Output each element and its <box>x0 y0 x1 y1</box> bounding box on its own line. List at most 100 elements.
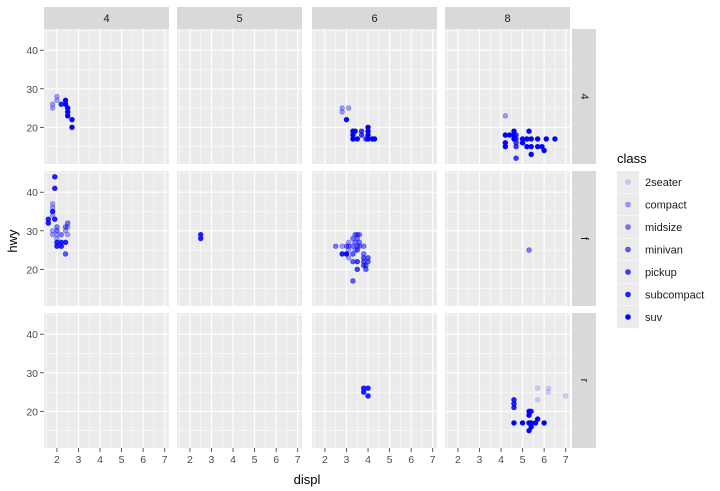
x-tick-label: 2 <box>187 454 193 466</box>
legend-key-point <box>625 269 631 275</box>
y-tick-label: 40 <box>26 187 38 199</box>
data-point-minivan <box>363 266 369 273</box>
data-point-suv <box>69 124 75 131</box>
legend-item-label: pickup <box>645 267 677 279</box>
data-point-midsize <box>356 239 363 246</box>
data-point-midsize <box>65 220 71 226</box>
panel-grid <box>44 29 169 164</box>
y-tick-label: 20 <box>26 122 38 134</box>
data-point-subcompact <box>365 385 371 391</box>
data-point-subcompact <box>365 393 371 399</box>
panel-background-r-8 <box>445 313 570 448</box>
data-point-minivan <box>62 251 69 257</box>
legend-title: class <box>617 151 647 166</box>
data-point-suv <box>354 136 360 142</box>
x-tick-label: 4 <box>97 454 103 466</box>
data-point-pickup <box>358 132 365 138</box>
facet-col-label: 8 <box>504 13 510 25</box>
legend-item-label: 2seater <box>645 177 682 189</box>
facet-strip-row-r <box>572 313 596 448</box>
data-point-midsize <box>356 231 363 238</box>
panel-background-f-8 <box>445 171 570 306</box>
data-point-compact <box>62 228 69 234</box>
y-tick-label: 30 <box>26 368 38 380</box>
x-tick-label: 2 <box>322 454 328 466</box>
panel-grid <box>177 171 302 306</box>
data-point-subcompact <box>361 389 367 395</box>
data-point-compact <box>49 231 56 238</box>
facet-col-label: 6 <box>371 13 377 25</box>
x-tick-label: 2 <box>54 454 60 466</box>
data-point-compact <box>339 109 345 115</box>
data-point-suv <box>528 424 534 430</box>
panel-background-4-4 <box>44 29 169 164</box>
data-point-2seater <box>562 393 569 399</box>
x-tick-label: 7 <box>563 454 569 466</box>
data-point-suv <box>69 116 75 123</box>
legend-key-point <box>625 291 631 298</box>
facet-strip-col-8 <box>445 7 570 29</box>
data-point-compact <box>54 93 60 100</box>
legend-item-label: minivan <box>645 245 683 257</box>
facet-strip-row-f <box>572 171 596 306</box>
data-point-subcompact <box>49 208 56 215</box>
facet-row-label: r <box>578 379 590 383</box>
data-point-suv <box>65 113 71 119</box>
data-point-compact <box>345 105 352 111</box>
facet-col-label: 4 <box>103 13 109 25</box>
facet-col-label: 5 <box>236 13 242 25</box>
panel-grid <box>445 29 570 164</box>
data-point-minivan <box>350 251 356 257</box>
data-point-suv <box>502 143 509 150</box>
x-tick-label: 4 <box>230 454 236 466</box>
x-tick-label: 6 <box>408 454 414 466</box>
panel-background-4-6 <box>312 29 437 164</box>
data-point-suv <box>543 136 549 142</box>
x-tick-label: 3 <box>209 454 215 466</box>
data-point-suv <box>526 128 532 134</box>
legend-key-point <box>625 201 631 208</box>
data-point-subcompact <box>511 404 517 411</box>
x-tick-label: 7 <box>162 454 168 466</box>
data-point-suv <box>528 136 534 142</box>
data-point-compact <box>339 105 345 111</box>
legend-key-point <box>625 224 631 230</box>
x-tick-label: 5 <box>252 454 258 466</box>
x-tick-label: 4 <box>365 454 371 466</box>
panel-background-f-5 <box>177 171 302 306</box>
data-point-midsize <box>526 247 532 253</box>
data-point-subcompact <box>52 216 58 222</box>
data-point-subcompact <box>343 251 350 257</box>
data-point-subcompact <box>62 239 69 246</box>
data-point-subcompact <box>45 216 52 222</box>
panel-background-r-4 <box>44 313 169 448</box>
data-point-subcompact <box>528 408 534 415</box>
data-point-suv <box>552 136 558 142</box>
data-point-2seater <box>545 385 552 391</box>
data-point-compact <box>49 204 56 211</box>
x-tick-label: 7 <box>295 454 301 466</box>
y-tick-label: 30 <box>26 226 38 238</box>
data-point-midsize <box>54 224 60 230</box>
panel-background-f-6 <box>312 171 437 306</box>
y-axis-title: hwy <box>5 229 20 253</box>
x-tick-label: 3 <box>76 454 82 466</box>
x-tick-label: 6 <box>140 454 146 466</box>
x-axis-title: displ <box>294 472 321 487</box>
legend-item-label: compact <box>645 200 687 212</box>
legend-key-point <box>625 246 631 253</box>
panel-grid <box>44 313 169 448</box>
x-tick-label: 5 <box>119 454 125 466</box>
data-point-compact <box>49 105 56 111</box>
legend-key-point <box>625 314 631 320</box>
data-point-pickup <box>354 266 360 273</box>
x-tick-label: 3 <box>344 454 350 466</box>
data-point-compact <box>49 101 56 107</box>
panel-grid <box>44 171 169 306</box>
facet-strip-col-6 <box>312 7 437 29</box>
panel-grid <box>312 313 437 448</box>
facet-row-label: 4 <box>578 93 590 99</box>
data-point-suv <box>541 147 547 154</box>
data-point-suv <box>519 420 526 426</box>
